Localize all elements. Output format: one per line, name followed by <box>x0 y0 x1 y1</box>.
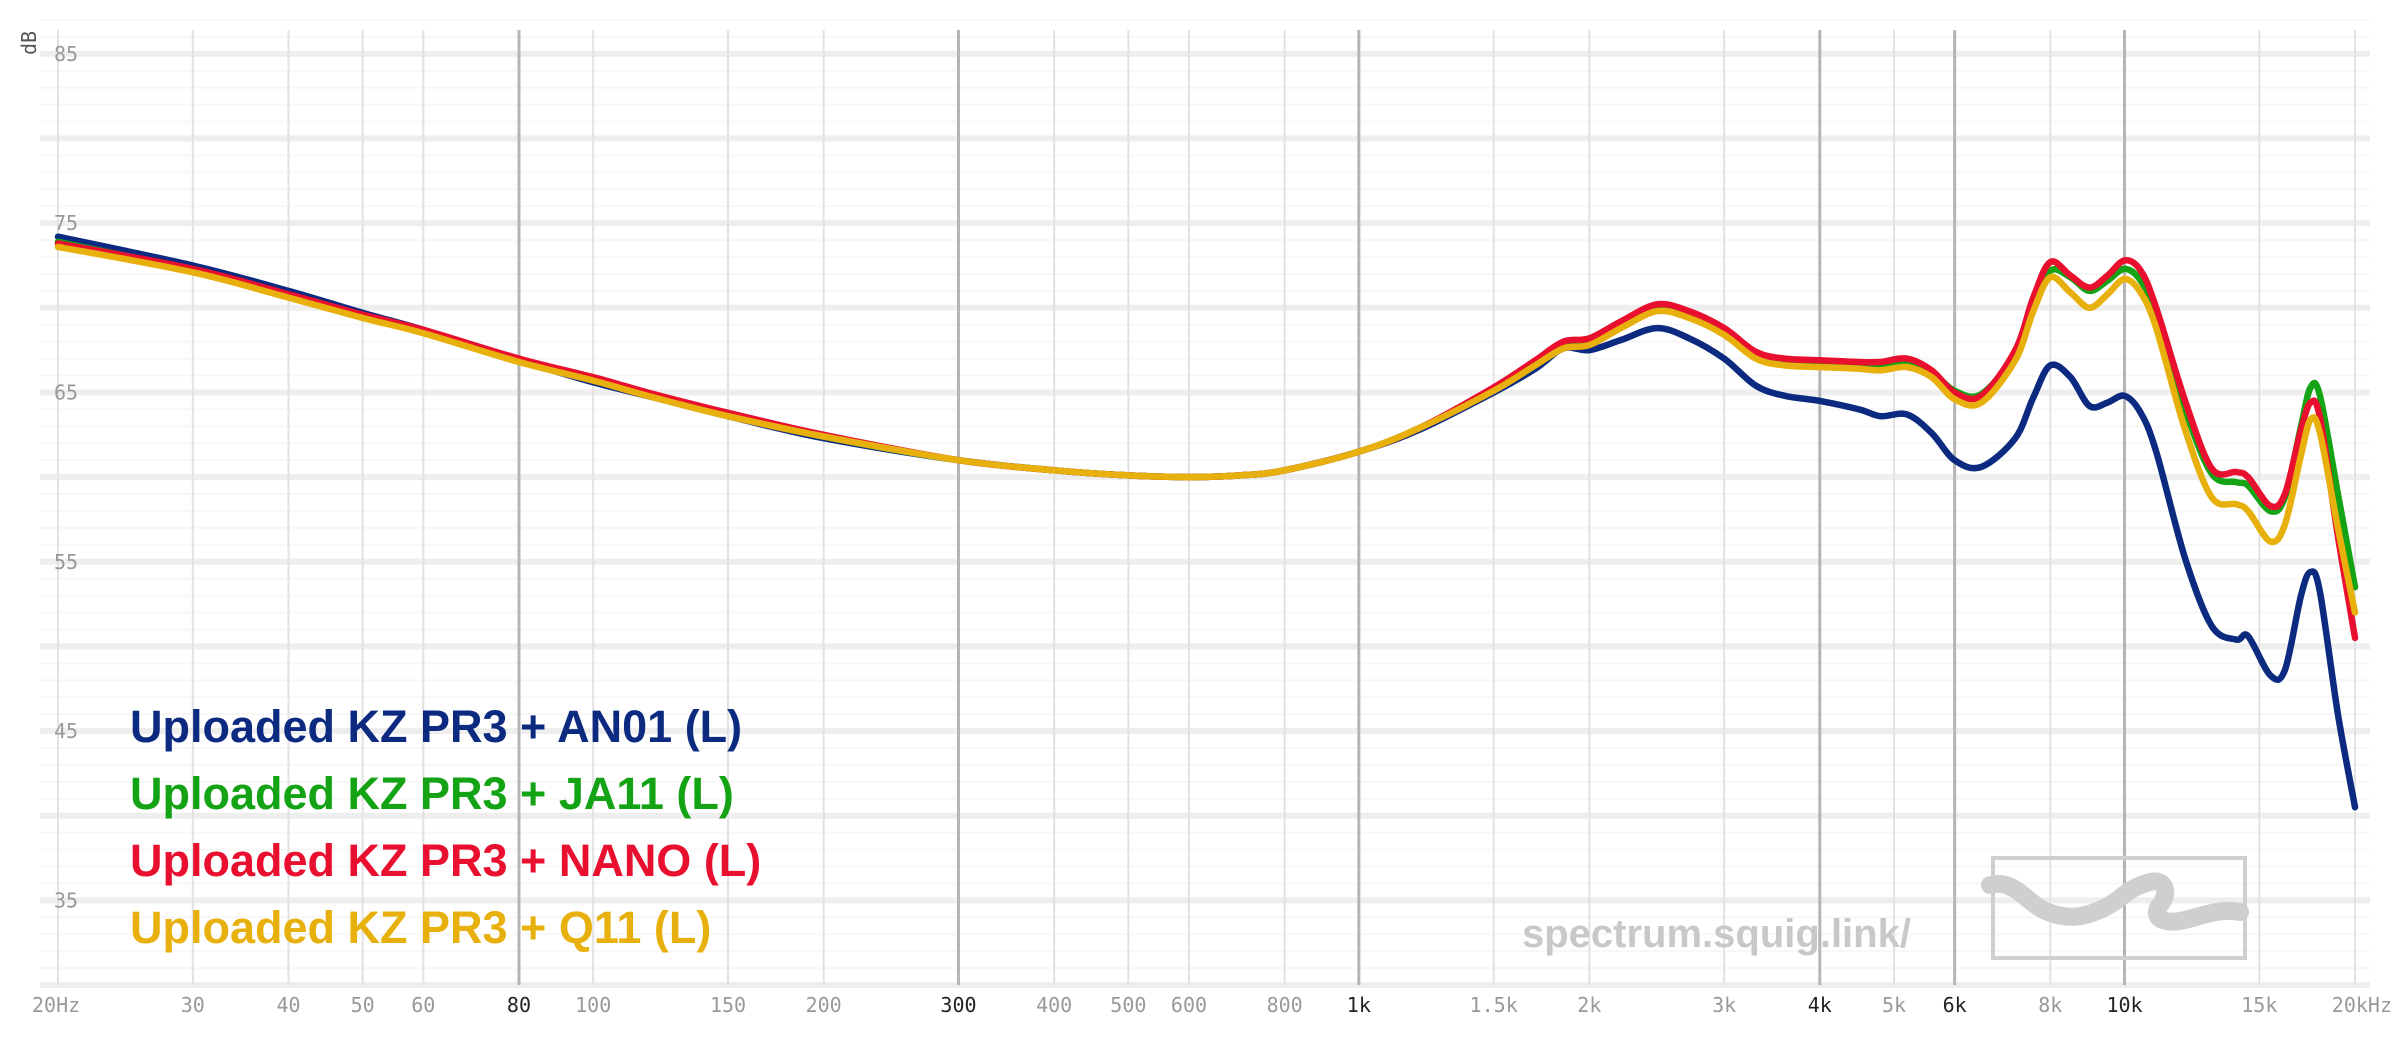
x-tick-label: 150 <box>710 993 746 1017</box>
legend-entry: Uploaded KZ PR3 + Q11 (L) <box>130 902 711 953</box>
x-tick-label: 3k <box>1712 993 1736 1017</box>
y-axis-label: dB <box>17 31 41 55</box>
squiglink-logo-icon <box>1981 856 2249 960</box>
x-tick-label: 300 <box>940 993 976 1017</box>
series-line-2 <box>54 238 2359 591</box>
vertical-gridlines <box>57 30 2356 985</box>
x-tick-label: 6k <box>1943 993 1967 1017</box>
y-tick-label: 45 <box>54 719 78 743</box>
legend-entry: Uploaded KZ PR3 + AN01 (L) <box>130 701 742 752</box>
watermark-text: spectrum.squig.link/ <box>1522 912 1911 956</box>
x-tick-label: 20Hz <box>32 993 80 1017</box>
x-tick-label: 2k <box>1577 993 1601 1017</box>
y-tick-label: 65 <box>54 380 78 404</box>
x-tick-label: 600 <box>1171 993 1207 1017</box>
series-lines <box>54 233 2359 811</box>
x-tick-label: 10k <box>2106 993 2142 1017</box>
x-axis-ticks: 20Hz 30 40 50 60 80 100 150 200 300 400 500 600 800 1k… <box>32 993 2392 1017</box>
x-tick-label: 400 <box>1036 993 1072 1017</box>
x-tick-label: 800 <box>1267 993 1303 1017</box>
x-tick-label: 50 <box>351 993 375 1017</box>
x-tick-label: 80 <box>507 993 531 1017</box>
x-tick-label: 1k <box>1347 993 1371 1017</box>
y-tick-label: 35 <box>54 888 78 912</box>
x-tick-label: 200 <box>806 993 842 1017</box>
x-tick-label: 20kHz <box>2332 993 2392 1017</box>
x-tick-label: 40 <box>276 993 300 1017</box>
y-axis-ticks: 85 75 65 55 45 35 <box>54 42 78 912</box>
x-tick-label: 100 <box>575 993 611 1017</box>
x-tick-label: 500 <box>1110 993 1146 1017</box>
legend: Uploaded KZ PR3 + AN01 (L) Uploaded KZ PR… <box>130 701 761 953</box>
x-tick-label: 4k <box>1808 993 1832 1017</box>
y-tick-label: 55 <box>54 550 78 574</box>
x-tick-label: 8k <box>2038 993 2062 1017</box>
x-tick-label: 15k <box>2241 993 2277 1017</box>
legend-entry: Uploaded KZ PR3 + NANO (L) <box>130 835 761 886</box>
series-line-4 <box>54 243 2359 616</box>
x-tick-label: 30 <box>181 993 205 1017</box>
legend-entry: Uploaded KZ PR3 + JA11 (L) <box>130 768 734 819</box>
x-tick-label: 60 <box>411 993 435 1017</box>
y-tick-label: 85 <box>54 42 78 66</box>
x-tick-label: 1.5k <box>1470 993 1518 1017</box>
x-tick-label: 5k <box>1882 993 1906 1017</box>
y-tick-label: 75 <box>54 211 78 235</box>
watermark: spectrum.squig.link/ <box>1522 856 2249 960</box>
